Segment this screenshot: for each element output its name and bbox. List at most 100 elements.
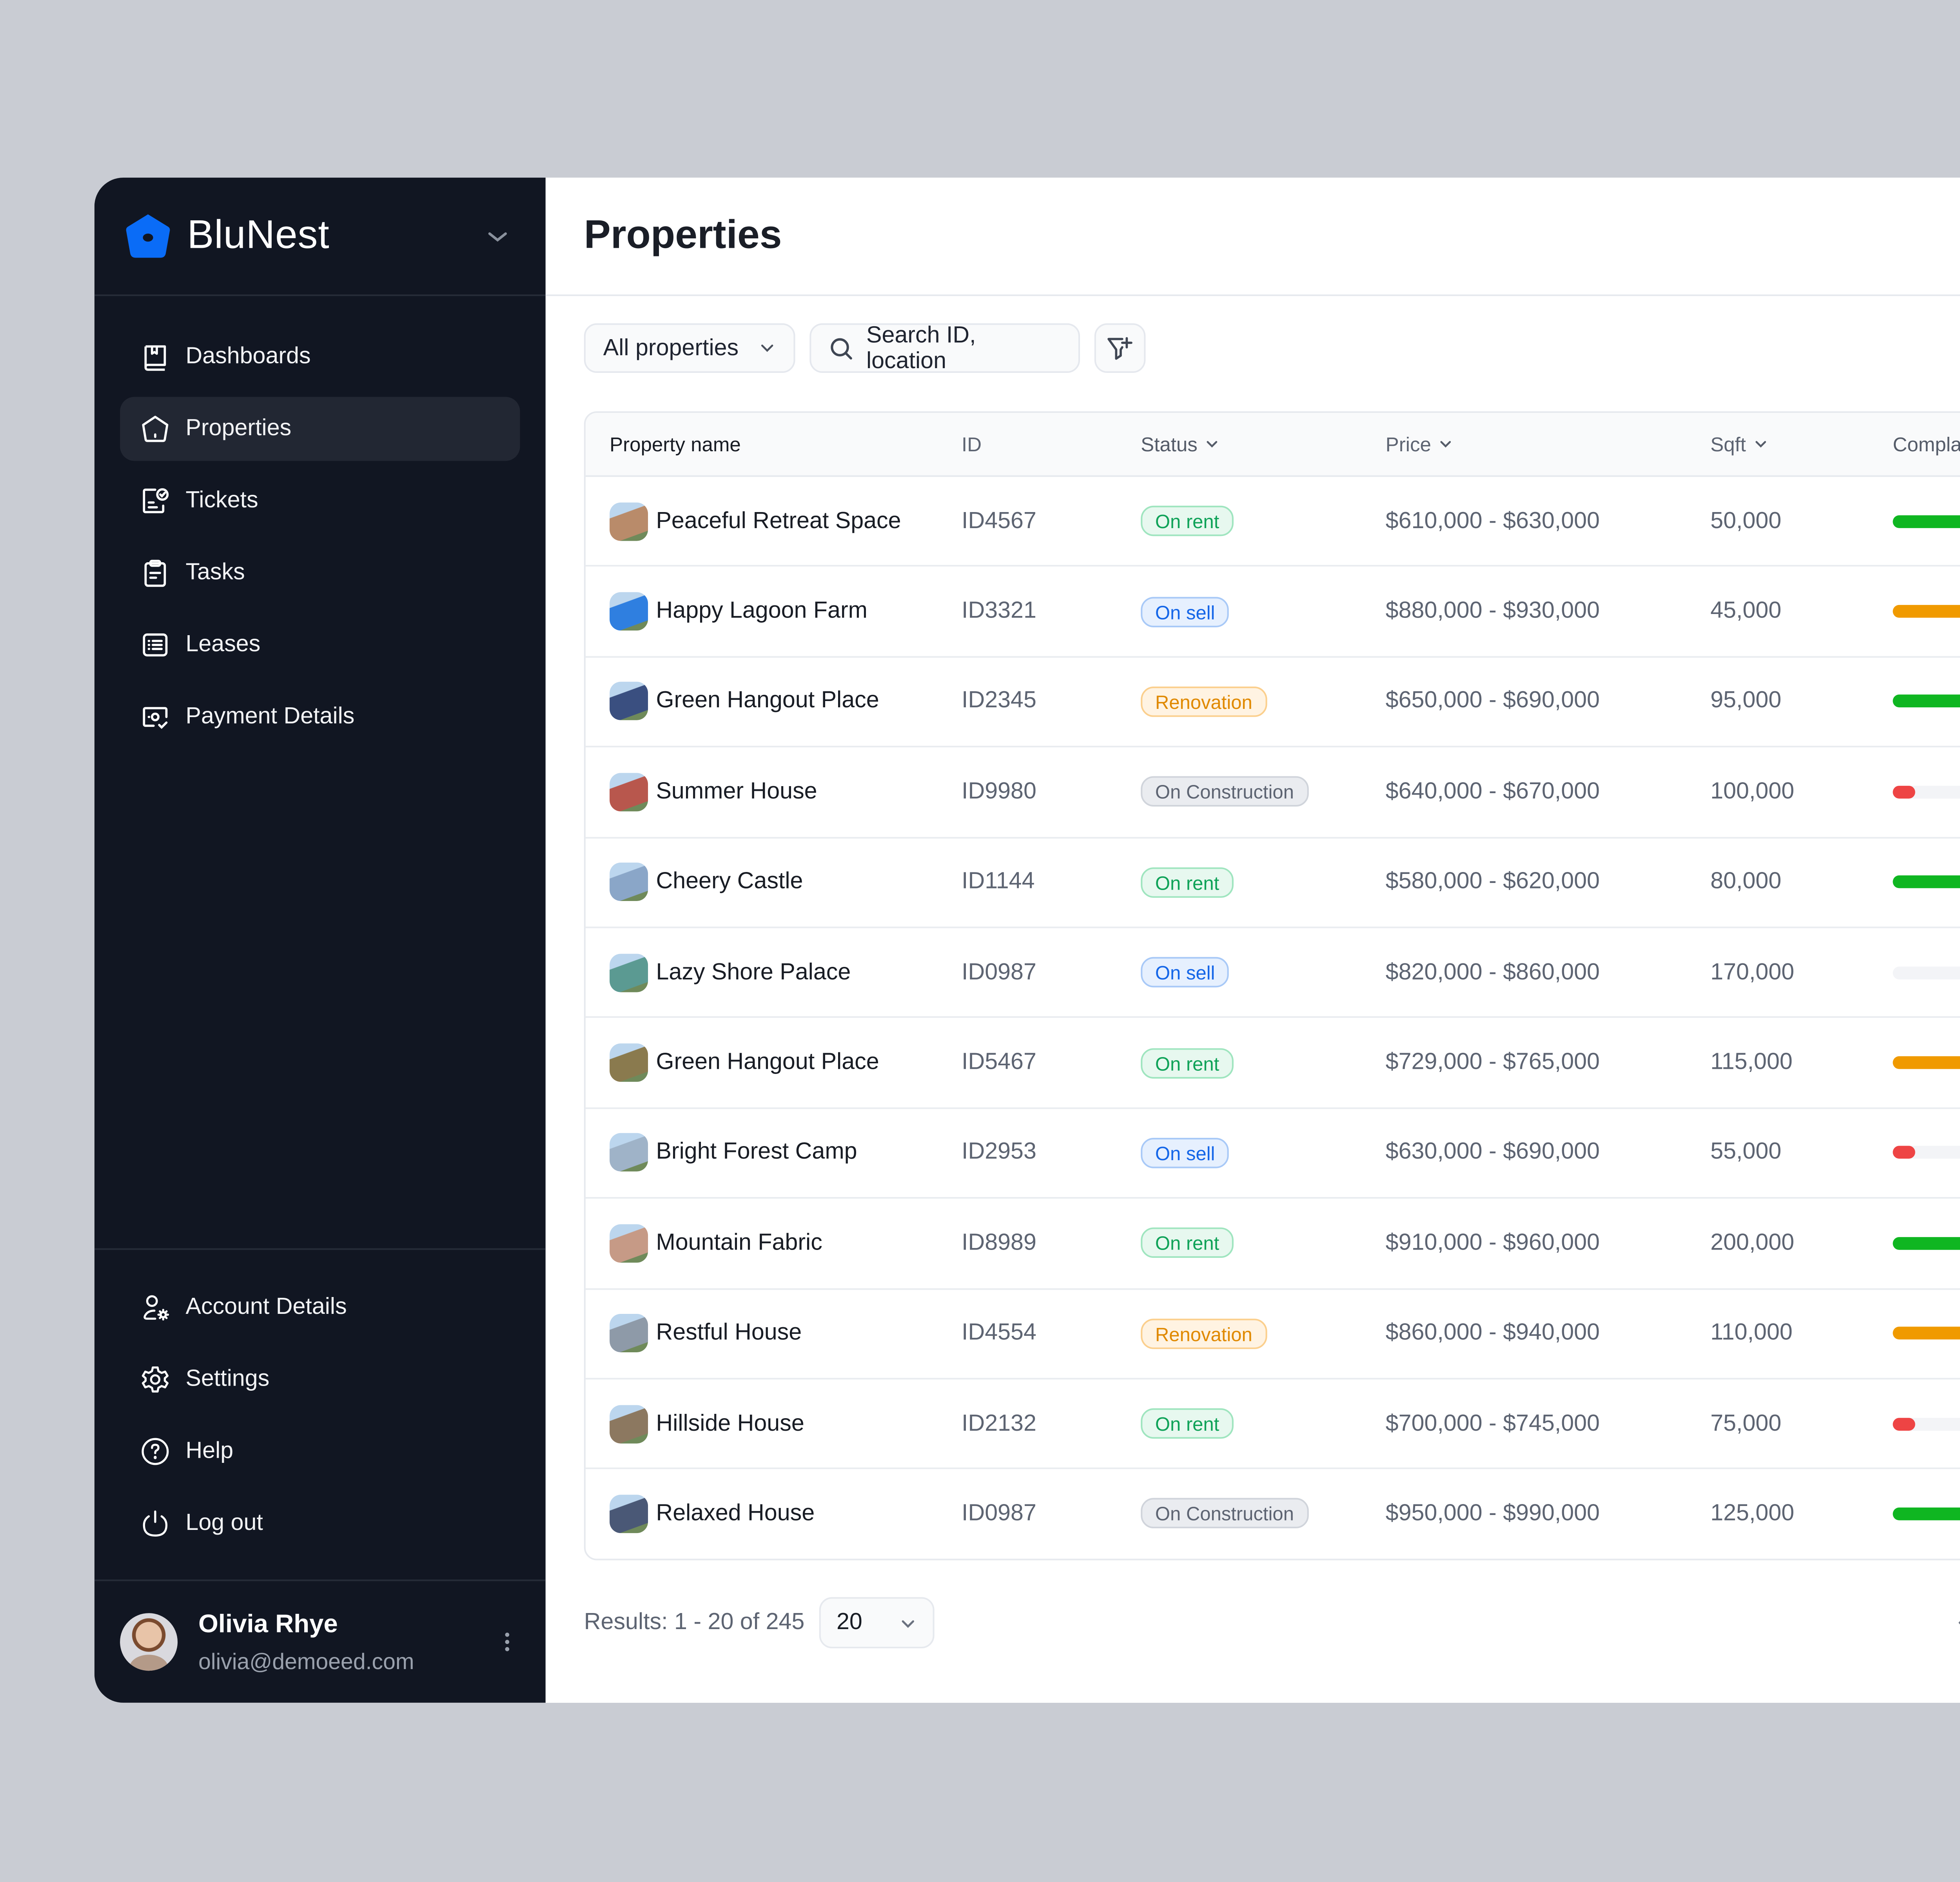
complain-progress: 70% [1893,509,1960,534]
sidebar-item-label: Log out [185,1511,263,1537]
column-sqft[interactable]: Sqft [1710,433,1893,455]
progress-fill [1893,605,1960,618]
table-row[interactable]: Hillside House ID2132 On rent $700,000 - $7… [585,1379,1960,1470]
status-cell: On rent [1141,506,1385,537]
progress-track [1893,695,1960,708]
property-thumbnail [610,1314,648,1353]
sidebar-item-label: Tickets [185,488,258,514]
status-cell: Renovation [1141,686,1385,717]
select-value: All properties [603,335,739,361]
property-name-cell: Bright Forest Camp [586,1134,962,1172]
main-nav: Dashboards Properties Tickets Tasks Leas… [94,296,546,749]
table-row[interactable]: Happy Lagoon Farm ID3321 On sell $880,000 -… [585,567,1960,658]
sidebar-item-leases[interactable]: Leases [120,613,520,677]
sqft-value: 95,000 [1710,689,1782,715]
property-name[interactable]: Peaceful Retreat Space [656,508,901,534]
table-row[interactable]: Cheery Castle ID1144 On rent $580,000 - $62… [585,838,1960,928]
property-filter-select[interactable]: All properties [584,323,795,373]
search-input[interactable]: Search ID, location [809,322,1080,374]
payment-icon [143,707,168,729]
sort-chevron-icon [1756,441,1767,448]
column-label: Status [1141,433,1198,456]
sqft-value: 55,000 [1710,1140,1782,1166]
previous-page-button[interactable] [1937,1597,1960,1648]
property-name[interactable]: Happy Lagoon Farm [656,598,867,625]
sidebar-item-label: Leases [185,632,261,658]
property-id: ID1144 [962,869,1035,895]
select-value: 20 [836,1610,862,1636]
page-title: Properties [584,213,782,258]
complain-progress: 70% [1893,1501,1960,1526]
table-row[interactable]: Lazy Shore Palace ID0987 On sell $820,000 -… [585,928,1960,1019]
sidebar-item-log-out[interactable]: Log out [120,1491,520,1555]
sidebar-item-properties[interactable]: Properties [120,397,520,461]
status-cell: On rent [1141,1047,1385,1078]
property-name-cell: Restful House [586,1314,962,1353]
table-row[interactable]: Green Hangout Place ID5467 On rent $729,000… [585,1018,1960,1109]
complain-progress: 44% [1893,1321,1960,1346]
price-range: $729,000 - $765,000 [1385,1050,1600,1075]
price-range: $650,000 - $690,000 [1385,689,1600,715]
sqft-value: 125,000 [1710,1501,1795,1527]
property-name[interactable]: Cheery Castle [656,869,803,895]
gear-icon [142,1366,169,1393]
table-header: Property name ID Status Price Sqft Compl… [585,413,1960,477]
dashboard-icon [144,345,166,371]
avatar[interactable] [120,1613,178,1671]
sidebar: BluNest Dashboards Properties Tickets [94,178,546,1703]
complain-progress: 53% [1893,689,1960,714]
per-page-select[interactable]: 20 [819,1597,934,1649]
sidebar-item-dashboards[interactable]: Dashboards [120,325,520,389]
column-price[interactable]: Price [1386,433,1711,455]
sidebar-item-tickets[interactable]: Tickets [120,469,520,533]
price-range: $950,000 - $990,000 [1385,1501,1600,1527]
property-name[interactable]: Lazy Shore Palace [656,959,851,985]
column-label: Sqft [1710,433,1746,456]
column-status[interactable]: Status [1141,433,1385,455]
table-row[interactable]: Peaceful Retreat Space ID4567 On rent $610,… [585,477,1960,567]
add-filter-button[interactable] [1094,323,1145,373]
property-id: ID2953 [962,1140,1036,1166]
more-vertical-icon[interactable] [494,1629,520,1655]
filter-plus-icon [1107,337,1133,360]
sqft-value: 110,000 [1710,1321,1793,1346]
workspace-switcher[interactable]: BluNest [94,178,546,296]
main-content: Properties All properties Search ID, loc… [545,178,1960,1703]
sidebar-item-help[interactable]: Help [120,1419,520,1483]
table-row[interactable]: Bright Forest Camp ID2953 On sell $630,000 … [585,1108,1960,1199]
table-row[interactable]: Restful House ID4554 Renovation $860,000 - … [585,1289,1960,1379]
search-placeholder: Search ID, location [866,322,976,374]
property-name[interactable]: Green Hangout Place [656,689,879,715]
column-label: Complain [1893,433,1960,456]
complain-progress: 53% [1893,1230,1960,1256]
status-badge: Renovation [1141,686,1267,717]
property-thumbnail [610,682,648,721]
property-id: ID4567 [962,508,1036,534]
property-name[interactable]: Green Hangout Place [656,1050,879,1075]
property-name[interactable]: Relaxed House [656,1501,815,1527]
sidebar-item-label: Settings [185,1366,270,1392]
property-name[interactable]: Summer House [656,779,817,805]
property-name-cell: Peaceful Retreat Space [586,502,962,541]
sidebar-item-payment-details[interactable]: Payment Details [120,685,520,749]
progress-fill [1893,785,1915,799]
progress-track [1893,1417,1960,1430]
status-badge: On rent [1141,867,1234,897]
chevron-down-icon [901,1619,914,1627]
table-row[interactable]: Summer House ID9980 On Construction $640,00… [585,748,1960,838]
property-name[interactable]: Hillside House [656,1411,804,1437]
sidebar-item-account-details[interactable]: Account Details [120,1275,520,1339]
property-name[interactable]: Bright Forest Camp [656,1140,857,1166]
property-name[interactable]: Mountain Fabric [656,1230,822,1256]
sidebar-item-tasks[interactable]: Tasks [120,541,520,605]
sidebar-item-label: Properties [185,416,292,442]
status-cell: On rent [1141,867,1385,897]
home-icon [142,416,169,442]
table-row[interactable]: Relaxed House ID0987 On Construction $950,0… [586,1470,1960,1558]
column-id: ID [962,433,1141,455]
property-name-cell: Green Hangout Place [586,682,962,721]
table-row[interactable]: Mountain Fabric ID8989 On rent $910,000 - $… [585,1199,1960,1289]
table-row[interactable]: Green Hangout Place ID2345 Renovation $650,… [585,658,1960,748]
property-name[interactable]: Restful House [656,1321,802,1346]
sidebar-item-settings[interactable]: Settings [120,1348,520,1412]
